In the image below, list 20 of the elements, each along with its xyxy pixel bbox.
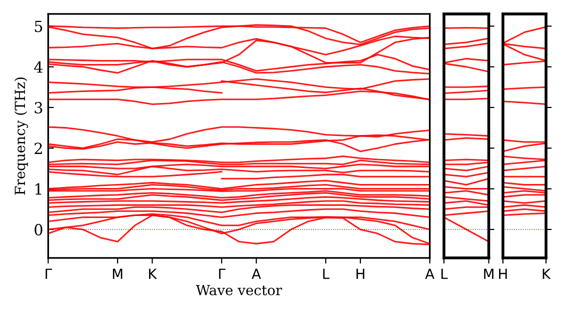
y-tick-label: 2 [34, 142, 42, 154]
y-tick-label: 1 [35, 183, 42, 195]
y-axis-title: Frequency (THz) [14, 78, 28, 195]
x-tick-label: K [542, 268, 551, 279]
x-tick-label: L [441, 268, 448, 279]
x-tick-label: A [252, 268, 261, 279]
y-tick-label: 4 [34, 61, 43, 73]
x-tick-label: M [112, 268, 122, 279]
y-tick-label: 3 [34, 102, 42, 114]
x-tick-label: H [499, 268, 507, 279]
y-tick-label: 5 [34, 20, 42, 32]
x-tick-label: K [149, 268, 158, 279]
x-tick-label: Γ [46, 268, 52, 279]
x-tick-label: L [323, 268, 330, 279]
x-tick-label: H [356, 268, 364, 279]
x-tick-label: A [425, 268, 434, 279]
x-tick-label: Γ [219, 268, 226, 279]
x-axis-title: Wave vector [196, 284, 282, 296]
x-tick-label: M [484, 268, 494, 279]
y-tick-label: 0 [34, 224, 42, 236]
